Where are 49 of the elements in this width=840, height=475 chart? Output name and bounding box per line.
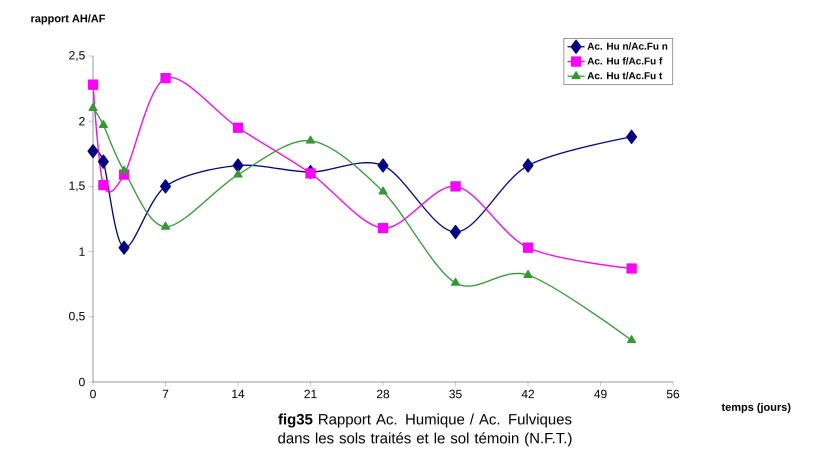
y-axis-title: rapport AH/AF <box>31 14 106 24</box>
x-tick-label: 42 <box>522 390 534 398</box>
legend-label: Ac. Hu f/Ac.Fu f <box>587 57 662 65</box>
point <box>450 181 461 192</box>
x-tick-label: 7 <box>162 390 168 398</box>
x-tick-label: 14 <box>232 390 244 398</box>
point <box>98 154 109 169</box>
y-tick-label: 2 <box>79 117 85 126</box>
point <box>378 222 388 234</box>
point <box>87 144 99 158</box>
y-tick-label: 0,5 <box>69 312 85 322</box>
point <box>160 222 170 230</box>
legend-label: Ac. Hu t/Ac.Fu t <box>587 72 662 80</box>
point <box>626 130 638 144</box>
x-tick-label: 0 <box>90 390 96 398</box>
point <box>626 263 637 274</box>
x-tick-label: 21 <box>304 390 317 398</box>
point <box>98 120 108 128</box>
point <box>523 270 533 278</box>
point <box>120 166 129 174</box>
point <box>378 158 389 173</box>
point <box>378 186 388 195</box>
x-tick-label: 35 <box>449 390 462 398</box>
point <box>450 224 462 240</box>
point <box>306 136 316 144</box>
point <box>232 158 244 173</box>
y-tick-label: 2,5 <box>69 51 85 61</box>
point <box>232 122 244 133</box>
text: fig35 Rapport Ac. Humique / Ac. Fulviques dans les sols traités et le sol témoin (N.F.T.) <box>278 414 572 446</box>
x-axis-title: temps (jours) <box>722 402 790 414</box>
point <box>88 80 98 90</box>
point <box>233 170 243 178</box>
point <box>522 158 534 173</box>
x-tick-label: 49 <box>594 390 607 398</box>
point <box>305 168 316 178</box>
x-tick-label: 56 <box>666 390 680 398</box>
legend-label: Ac. Hu n/Ac.Fu n <box>587 42 668 50</box>
y-tick-label: 1 <box>79 247 85 256</box>
point <box>450 278 460 286</box>
point <box>160 179 172 194</box>
point <box>627 335 636 344</box>
y-tick-label: 0 <box>79 378 85 386</box>
point <box>160 73 171 84</box>
point <box>522 242 534 253</box>
x-tick-label: 28 <box>376 390 390 398</box>
y-tick-label: 1,5 <box>70 182 85 192</box>
point <box>98 180 108 190</box>
point <box>88 103 98 112</box>
point <box>118 240 130 255</box>
